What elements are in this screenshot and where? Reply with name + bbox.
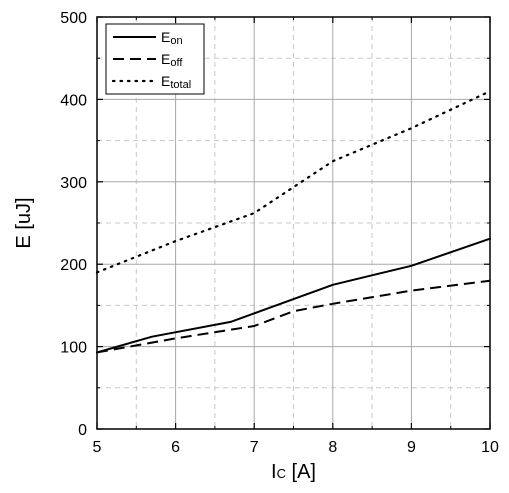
series-line-on bbox=[96, 237, 491, 354]
minor-grid bbox=[97, 17, 490, 429]
y-axis-label: E [uJ] bbox=[13, 197, 35, 248]
x-tick-label: 10 bbox=[481, 439, 499, 456]
y-tick-label: 500 bbox=[60, 10, 87, 27]
legend-label-main: E bbox=[161, 29, 170, 45]
x-tick-label: 7 bbox=[250, 439, 259, 456]
legend-label-off: Eoff bbox=[161, 51, 183, 69]
y-tick-label: 400 bbox=[60, 92, 87, 109]
y-tick-label: 0 bbox=[78, 422, 87, 439]
legend-label-main: E bbox=[161, 51, 170, 67]
y-tick-label: 200 bbox=[60, 257, 87, 274]
x-axis-label-main: I bbox=[271, 461, 277, 483]
x-tick-label: 9 bbox=[407, 439, 416, 456]
x-tick-label: 6 bbox=[171, 439, 180, 456]
legend-label-total: Etotal bbox=[161, 73, 191, 91]
legend-label-main: E bbox=[161, 73, 170, 89]
x-axis-label-unit: [A] bbox=[286, 461, 316, 483]
series-line-total bbox=[95, 90, 492, 274]
y-tick-label: 100 bbox=[60, 340, 87, 357]
x-tick-label: 8 bbox=[328, 439, 337, 456]
y-tick-label: 300 bbox=[60, 175, 87, 192]
legend-label-sub: total bbox=[170, 79, 191, 91]
x-axis-label: IC [A] bbox=[271, 461, 316, 483]
legend-label-on: Eon bbox=[161, 29, 183, 47]
x-tick-label: 5 bbox=[93, 439, 102, 456]
major-grid bbox=[97, 17, 490, 429]
legend-label-sub: on bbox=[170, 35, 182, 47]
x-axis-label-sub: C bbox=[277, 466, 286, 481]
axis-ticks bbox=[96, 16, 491, 430]
legend-label-sub: off bbox=[170, 57, 183, 69]
series-layer bbox=[95, 90, 492, 354]
